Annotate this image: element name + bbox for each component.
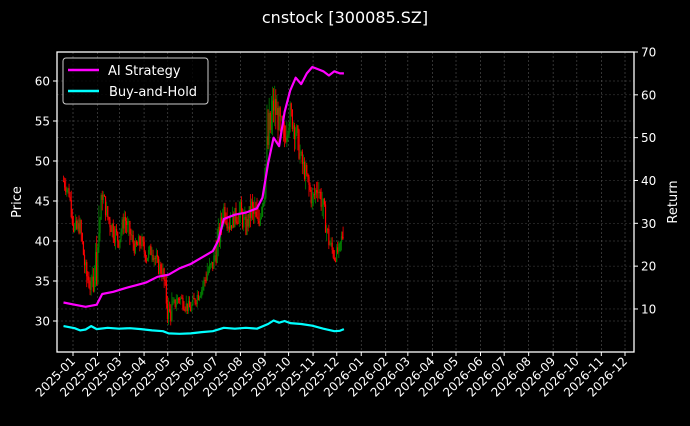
return-lines [63,65,345,335]
right-y-tick-label: 60 [641,88,656,102]
right-y-tick-label: 20 [641,260,656,274]
left-y-tick-label: 45 [35,195,50,209]
left-y-tick-label: 30 [35,315,50,329]
right-y-tick-label: 10 [641,302,656,316]
right-y-tick-label: 30 [641,217,656,231]
left-y-tick-label: 55 [35,115,50,129]
right-y-tick-label: 50 [641,131,656,145]
price-candles [62,85,344,326]
ai-strategy-line [63,65,344,308]
legend-buy-and-hold-label: Buy-and-Hold [109,85,197,100]
left-axis-label: Price [10,186,25,218]
left-y-tick-label: 40 [35,235,50,249]
legend: AI Strategy Buy-and-Hold [62,57,209,105]
right-y-tick-label: 70 [641,45,656,59]
right-axis-label: Return [666,180,681,223]
plot-frame [56,51,635,353]
left-y-axis: 30 35 40 45 50 55 60 [35,75,57,329]
chart-title: cnstock [300085.SZ] [262,8,428,27]
right-y-axis: 10 20 30 40 50 60 70 [634,45,656,316]
buy-and-hold-line [63,319,345,335]
left-y-tick-label: 60 [35,75,50,89]
left-y-tick-label: 35 [35,275,50,289]
legend-ai-strategy-label: AI Strategy [108,64,181,79]
right-y-tick-label: 40 [641,174,656,188]
left-y-tick-label: 50 [35,155,50,169]
